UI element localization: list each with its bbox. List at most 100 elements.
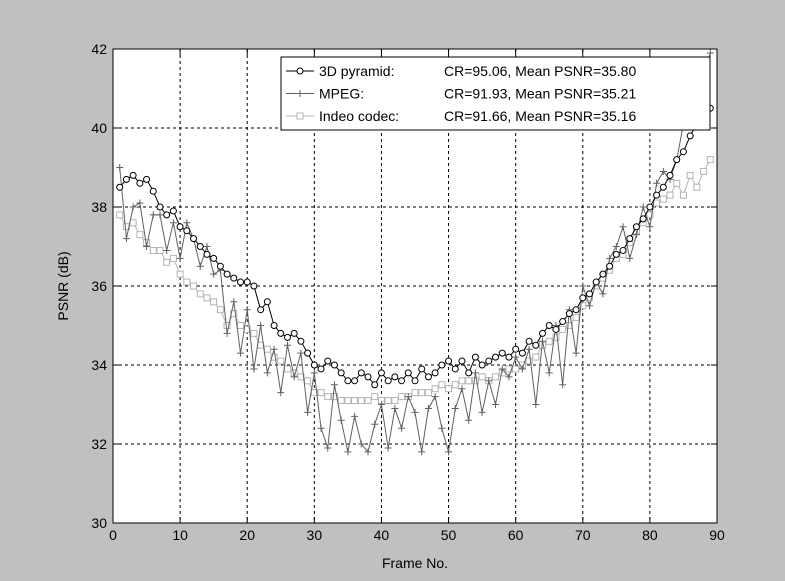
- data-point: [143, 243, 151, 250]
- data-point: [539, 337, 547, 345]
- data-point: [458, 377, 466, 385]
- data-point: [176, 270, 184, 278]
- data-point: [129, 203, 137, 211]
- data-point: [639, 203, 647, 211]
- legend-series-stats: CR=91.66, Mean PSNR=35.16: [444, 108, 636, 124]
- data-point: [424, 404, 432, 412]
- data-point: [445, 448, 453, 456]
- data-point: [706, 49, 714, 57]
- data-point: [136, 199, 144, 207]
- data-point: [532, 341, 540, 349]
- y-axis-label: PSNR (dB): [55, 251, 71, 320]
- data-point: [545, 337, 553, 345]
- data-point: [196, 262, 204, 270]
- data-point: [384, 377, 392, 385]
- data-point: [612, 243, 620, 250]
- data-point: [666, 191, 674, 199]
- data-point: [659, 183, 667, 191]
- data-point: [116, 211, 124, 219]
- data-point: [351, 412, 359, 420]
- data-point: [324, 393, 332, 401]
- data-point: [277, 329, 285, 337]
- data-point: [210, 270, 218, 278]
- data-point: [357, 440, 365, 448]
- data-point: [559, 325, 567, 333]
- data-point: [163, 258, 171, 266]
- data-point: [539, 329, 547, 337]
- data-point: [344, 448, 352, 456]
- data-point: [317, 365, 325, 373]
- data-point: [210, 254, 218, 262]
- data-point: [398, 424, 406, 432]
- x-tick-label: 0: [109, 527, 117, 543]
- data-point: [371, 420, 379, 428]
- legend-entry: Indeo codec: CR=91.66, Mean PSNR=35.16: [286, 108, 636, 124]
- data-point: [183, 219, 191, 227]
- data-point: [237, 349, 245, 357]
- data-point: [619, 246, 627, 254]
- data-point: [116, 164, 124, 171]
- data-point: [619, 223, 627, 231]
- data-point: [337, 416, 345, 424]
- data-point: [700, 167, 708, 175]
- data-point: [572, 314, 580, 322]
- data-point: [552, 333, 560, 341]
- data-point: [431, 385, 439, 393]
- data-point: [149, 211, 157, 219]
- data-point: [465, 377, 473, 385]
- y-tick-label: 30: [91, 515, 107, 531]
- data-point: [169, 219, 177, 227]
- data-point: [163, 246, 171, 254]
- data-point: [498, 349, 506, 357]
- series-layer: [116, 49, 714, 456]
- data-point: [190, 235, 198, 243]
- data-point: [559, 381, 567, 389]
- data-point: [270, 322, 278, 329]
- data-point: [330, 381, 338, 389]
- data-point: [136, 179, 144, 187]
- data-point: [324, 444, 332, 452]
- y-tick-label: 38: [91, 199, 107, 215]
- data-point: [559, 318, 567, 326]
- x-tick-labels: 0 10 20 30 40 50 60 70 80 90: [109, 527, 725, 543]
- y-tick-label: 32: [91, 436, 107, 452]
- data-point: [451, 404, 459, 412]
- data-point: [290, 329, 298, 337]
- data-point: [585, 290, 593, 298]
- data-point: [183, 278, 191, 286]
- data-point: [411, 408, 419, 416]
- data-point: [364, 448, 372, 456]
- legend-marker-sample: [296, 90, 304, 97]
- data-point: [585, 302, 593, 310]
- x-tick-label: 40: [374, 527, 390, 543]
- data-point: [337, 397, 345, 405]
- legend: 3D pyramid: CR=95.06, Mean PSNR=35.80 MPEG…: [280, 56, 711, 131]
- data-point: [377, 369, 385, 377]
- data-point: [418, 365, 426, 373]
- data-point: [404, 393, 412, 401]
- data-point: [337, 369, 345, 377]
- data-point: [686, 132, 694, 140]
- data-point: [237, 322, 245, 329]
- data-point: [357, 397, 365, 405]
- data-point: [216, 306, 224, 314]
- data-point: [310, 361, 318, 369]
- data-point: [250, 282, 258, 290]
- data-point: [438, 361, 446, 369]
- data-point: [686, 171, 694, 179]
- data-point: [646, 203, 654, 211]
- data-point: [283, 341, 291, 349]
- data-point: [257, 306, 265, 314]
- legend-entry: MPEG: CR=91.93, Mean PSNR=35.21: [286, 86, 636, 102]
- data-point: [304, 349, 312, 357]
- data-point: [149, 187, 157, 195]
- data-point: [324, 357, 332, 365]
- data-point: [565, 310, 573, 318]
- data-point: [418, 448, 426, 456]
- data-point: [465, 416, 473, 424]
- data-point: [330, 361, 338, 369]
- data-point: [572, 349, 580, 357]
- data-point: [297, 337, 305, 345]
- data-point: [639, 215, 647, 223]
- data-point: [438, 381, 446, 389]
